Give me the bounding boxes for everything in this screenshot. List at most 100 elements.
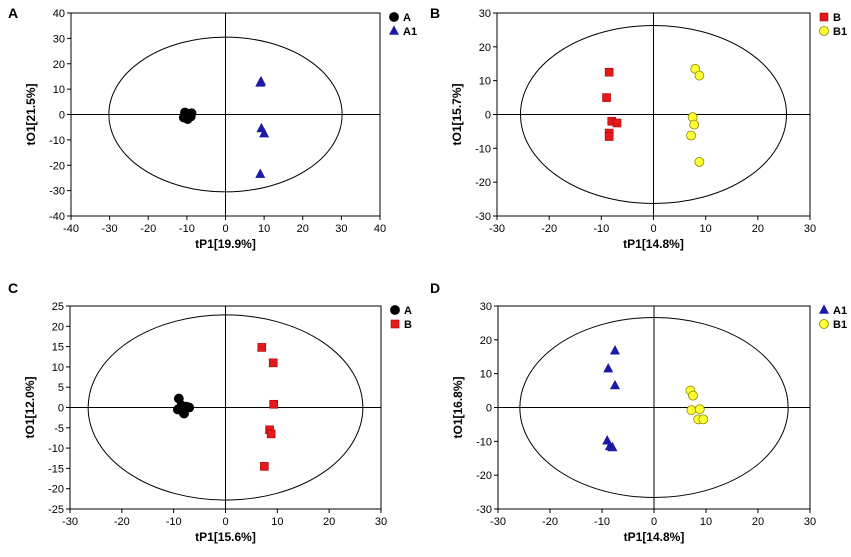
series-b1: [685, 385, 709, 425]
y-tick-label: -5: [54, 423, 64, 435]
y-tick-label: -10: [48, 443, 64, 455]
legend-label: B: [833, 12, 841, 24]
legend-entry: A1: [819, 304, 847, 317]
x-tick-label: 20: [297, 223, 309, 235]
x-tick-label: 20: [752, 223, 764, 235]
legend-marker-a1: [819, 304, 829, 314]
x-tick-label: 10: [700, 516, 712, 528]
panel-b: -30 -20 -10 0 10 20 30 -30 -20 -10 0 10 20 30 tP1[14.8…: [430, 5, 847, 251]
legend-marker-a: [389, 12, 399, 22]
y-axis-title: tO1[21.5%]: [24, 83, 38, 145]
data-point-b1: [694, 156, 705, 167]
y-tick-label: 0: [486, 403, 492, 415]
data-point-b: [260, 462, 269, 471]
y-tick-label: -10: [49, 135, 65, 147]
y-tick-label: 10: [480, 369, 492, 381]
y-tick-label: 30: [479, 8, 491, 20]
legend-entry: A: [389, 12, 411, 24]
y-tick-label: -30: [475, 211, 491, 223]
panel-label: C: [8, 280, 18, 296]
data-point-b1: [694, 70, 705, 81]
y-tick-label: -15: [48, 463, 64, 475]
data-point-b1: [686, 405, 697, 416]
y-tick-label: 10: [479, 76, 491, 88]
data-point-b: [268, 358, 278, 368]
legend-entry: A: [390, 305, 412, 317]
x-tick-label: -10: [594, 516, 610, 528]
series-a1: [602, 345, 620, 452]
y-tick-label: 0: [59, 110, 65, 122]
panel-c: -30 -20 -10 0 10 20 30 -25 -20 -15 -10 -5 0 5 10 15 20 25…: [8, 280, 412, 544]
x-tick-label: 0: [651, 516, 657, 528]
data-point-b: [257, 343, 267, 352]
y-tick-label: -10: [476, 436, 492, 448]
series-b1: [686, 63, 705, 167]
series-a: [178, 107, 197, 124]
x-tick-label: 30: [804, 516, 816, 528]
y-axis-title: tO1[16.8%]: [451, 376, 465, 438]
data-point-b: [269, 399, 279, 409]
x-axis-title: tP1[14.8%]: [624, 530, 685, 544]
x-tick-label: -10: [593, 223, 609, 235]
x-tick-label: 10: [271, 516, 283, 528]
x-tick-label: 20: [323, 516, 335, 528]
data-point-a1: [259, 127, 270, 138]
x-tick-label: 10: [700, 223, 712, 235]
x-tick-label: 0: [650, 223, 656, 235]
data-point-b1: [686, 130, 696, 141]
confidence-ellipse: [519, 25, 788, 204]
x-axis-title: tP1[19.9%]: [195, 237, 256, 251]
data-point-b1: [689, 119, 700, 130]
legend-marker-b: [390, 319, 400, 329]
data-point-a1: [603, 362, 614, 373]
panel-d: -30 -20 -10 0 10 20 30 -30 -20 -10 0 10 20 30 tP1[14.8…: [430, 280, 847, 544]
legend-marker-b: [819, 12, 829, 22]
legend-label: A: [404, 305, 412, 317]
y-tick-label: -20: [475, 177, 491, 189]
legend-label: A1: [833, 305, 847, 317]
y-tick-label: 25: [52, 301, 64, 313]
confidence-ellipse: [108, 36, 343, 193]
confidence-ellipse: [519, 317, 789, 498]
data-point-a1: [255, 77, 266, 87]
legend-label: B1: [833, 26, 847, 38]
y-tick-label: 15: [52, 342, 64, 354]
y-tick-label: -25: [48, 504, 64, 516]
data-point-b1: [698, 414, 709, 425]
x-tick-label: -30: [490, 516, 506, 528]
x-tick-label: -10: [179, 223, 195, 235]
legend-entry: B1: [819, 319, 847, 331]
y-tick-label: 0: [58, 403, 64, 415]
series-b: [602, 67, 622, 141]
x-tick-label: 30: [375, 516, 387, 528]
panel-label: A: [8, 5, 18, 21]
x-tick-label: -30: [62, 516, 78, 528]
x-tick-label: 0: [222, 223, 228, 235]
x-tick-label: -20: [114, 516, 130, 528]
x-tick-label: -40: [63, 223, 79, 235]
y-tick-label: -10: [475, 143, 491, 155]
y-tick-label: 20: [479, 42, 491, 54]
series-a: [172, 393, 195, 419]
data-point-b: [612, 118, 622, 128]
data-point-a: [172, 404, 183, 415]
legend-label: B: [404, 319, 412, 331]
y-tick-label: 10: [52, 362, 64, 374]
y-tick-label: 20: [52, 321, 64, 333]
y-tick-label: -20: [476, 470, 492, 482]
data-point-b: [604, 132, 614, 141]
y-tick-label: -30: [49, 186, 65, 198]
y-axis-title: tO1[15.7%]: [450, 83, 464, 145]
series-b: [257, 343, 279, 471]
x-tick-label: -20: [541, 223, 557, 235]
data-point-a1: [255, 168, 266, 178]
data-point-a1: [607, 441, 618, 452]
legend-marker-a1: [389, 25, 399, 35]
data-point-b1: [688, 390, 698, 401]
y-tick-label: 10: [53, 84, 65, 96]
legend-entry: B: [390, 319, 412, 331]
data-point-b: [266, 429, 276, 439]
panel-label: D: [430, 280, 440, 296]
data-point-a1: [610, 379, 620, 390]
